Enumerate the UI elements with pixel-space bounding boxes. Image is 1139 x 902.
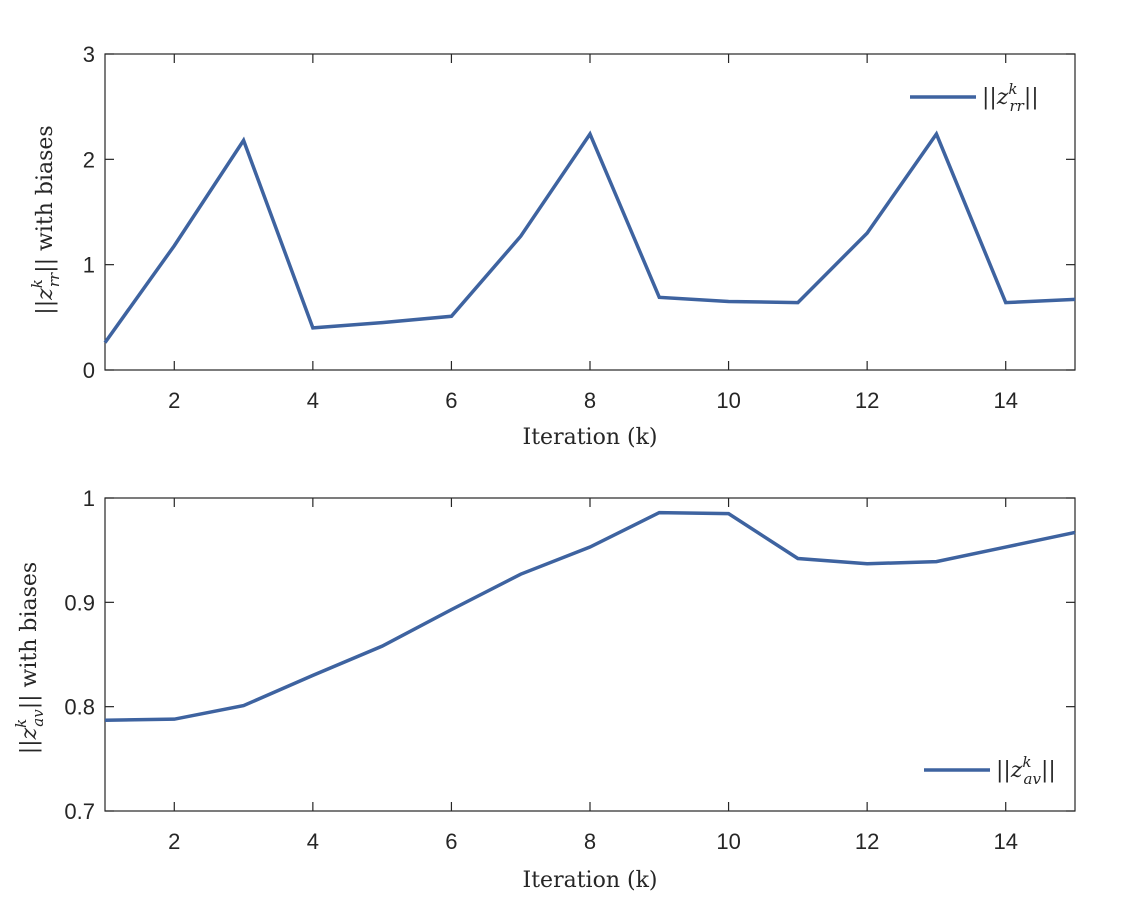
bottom-data-point-1 (172, 717, 176, 721)
top-data-point-2 (242, 138, 246, 142)
bottom-data-point-0 (103, 718, 107, 722)
top-data-point-6 (519, 234, 523, 238)
top-legend: ||zk rr|| (910, 80, 1039, 115)
bottom-data-point-13 (1004, 545, 1008, 549)
top-x-tick-label-4: 10 (716, 388, 740, 413)
bottom-y-tick-label-2: 0.9 (64, 590, 95, 615)
top-x-tick-label-0: 2 (168, 388, 180, 413)
bottom-data-point-12 (934, 560, 938, 564)
bottom-data-point-14 (1073, 530, 1077, 534)
top-data-point-14 (1073, 297, 1077, 301)
bottom-data-point-11 (865, 562, 869, 566)
top-data-point-3 (311, 326, 315, 330)
top-x-axis-label: Iteration (k) (523, 425, 658, 450)
bottom-x-tick-label-0: 2 (168, 829, 180, 854)
top-data-point-4 (380, 321, 384, 325)
bottom-data-point-9 (727, 512, 731, 516)
bottom-data-point-7 (588, 545, 592, 549)
bottom-x-tick-label-4: 10 (716, 829, 740, 854)
bottom-data-point-2 (242, 704, 246, 708)
top-legend-label: ||zk rr|| (982, 80, 1039, 115)
bottom-data-point-10 (796, 557, 800, 561)
top-data-point-0 (103, 341, 107, 345)
top-x-tick-label-2: 6 (445, 388, 457, 413)
bottom-data-point-4 (380, 644, 384, 648)
bottom-plot-area (104, 497, 1076, 812)
top-y-tick-label-0: 0 (83, 358, 95, 383)
top-data-point-13 (1004, 301, 1008, 305)
bottom-y-tick-label-0: 0.7 (64, 799, 95, 824)
bottom-legend: ||zk av|| (924, 753, 1056, 788)
top-data-point-7 (588, 132, 592, 136)
bottom-axis-ticks: 2 4 6 8 10 12 14 0.7 0.8 0.9 1 (64, 486, 1075, 854)
top-data-point-9 (727, 300, 731, 304)
top-series-polyline-0 (103, 130, 1076, 344)
top-data-point-10 (796, 301, 800, 305)
top-data-point-5 (449, 314, 453, 318)
top-y-axis-label: ||zkrr|| with biases (28, 125, 63, 314)
top-series-line (103, 130, 1077, 345)
top-data-point-1 (172, 244, 176, 248)
bottom-x-tick-label-3: 8 (584, 829, 596, 854)
bottom-series-polyline-0 (104, 510, 1076, 722)
top-y-tick-label-2: 2 (83, 147, 95, 172)
bottom-y-axis-label: ||zkav|| with biases (12, 562, 47, 754)
bottom-legend-label: ||zk av|| (996, 753, 1056, 788)
top-plot-area (104, 53, 1076, 371)
bottom-x-axis-label: Iteration (k) (523, 868, 658, 893)
bottom-x-tick-label-2: 6 (445, 829, 457, 854)
top-x-tick-label-6: 14 (993, 388, 1017, 413)
bottom-data-point-5 (449, 608, 453, 612)
top-data-point-12 (934, 132, 938, 136)
top-data-point-11 (865, 231, 869, 235)
bottom-x-tick-label-5: 12 (855, 829, 879, 854)
top-data-point-8 (657, 295, 661, 299)
bottom-series-line (103, 510, 1077, 722)
bottom-data-point-6 (519, 572, 523, 576)
top-x-tick-label-1: 4 (307, 388, 319, 413)
bottom-y-tick-label-1: 0.8 (64, 695, 95, 720)
top-y-tick-label-1: 1 (83, 253, 95, 278)
bottom-data-point-8 (657, 511, 661, 515)
top-x-tick-label-3: 8 (584, 388, 596, 413)
top-x-tick-label-5: 12 (855, 388, 879, 413)
top-y-tick-label-3: 3 (83, 42, 95, 67)
bottom-y-tick-label-3: 1 (83, 486, 95, 511)
bottom-x-tick-label-6: 14 (993, 829, 1017, 854)
bottom-x-tick-label-1: 4 (307, 829, 319, 854)
bottom-chart-panel: 2 4 6 8 10 12 14 0.7 0.8 0.9 1 Iteration (k) ||zka… (12, 486, 1077, 893)
bottom-data-point-3 (311, 673, 315, 677)
